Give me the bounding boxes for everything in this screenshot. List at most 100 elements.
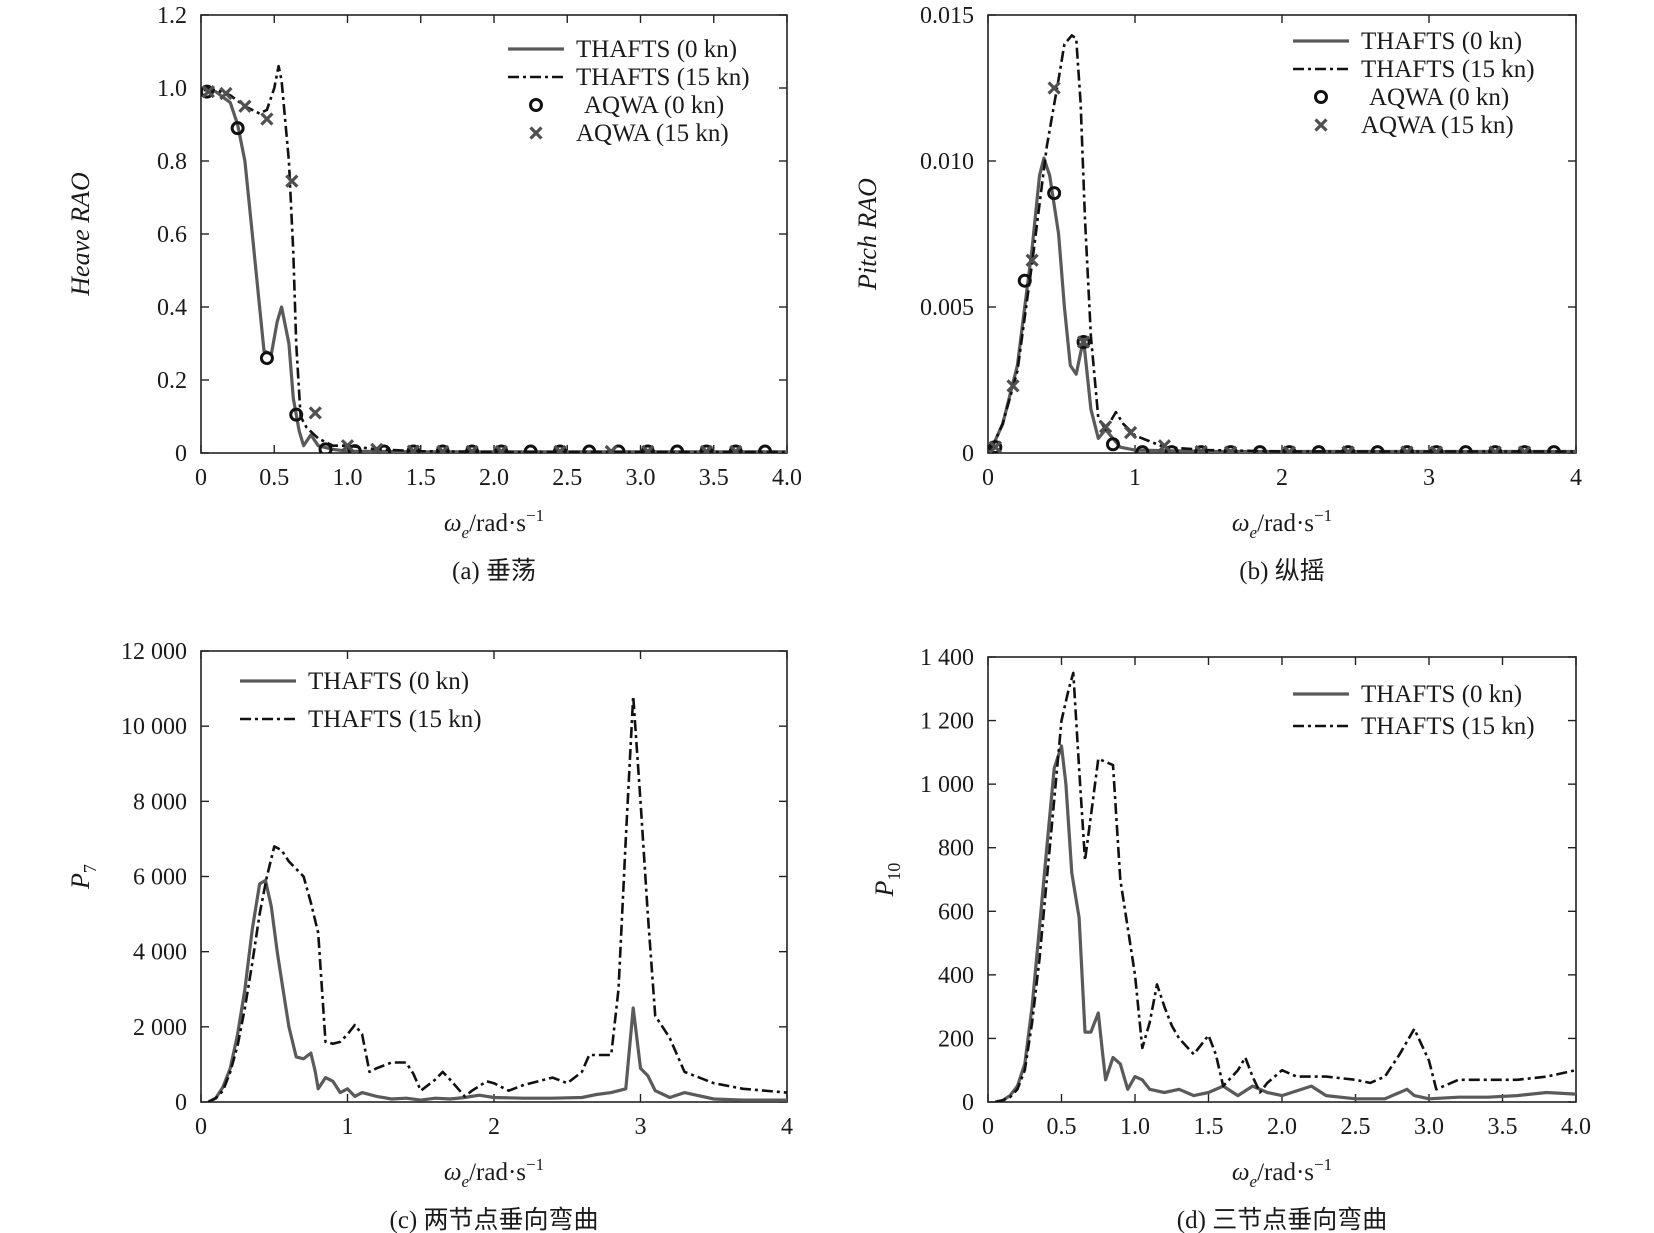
- data-marker: [1006, 379, 1020, 393]
- data-marker: [1025, 253, 1039, 267]
- data-marker: [1517, 445, 1532, 453]
- data-marker: [1252, 445, 1267, 453]
- data-marker: [758, 444, 773, 453]
- y-tick-label: 1 000: [920, 772, 974, 798]
- x-axis-label-omega: ω: [444, 510, 462, 537]
- x-axis-label-unit: /rad·s: [1257, 1159, 1314, 1186]
- legend-label: THAFTS (0 kn): [308, 668, 469, 695]
- data-marker: [494, 444, 508, 453]
- series-line: [207, 878, 787, 1102]
- legend-label: AQWA (15 kn): [576, 120, 729, 147]
- data-marker: [259, 351, 274, 366]
- x-tick-label: 0: [982, 1114, 994, 1140]
- series-0: [995, 744, 1576, 1102]
- chart-d: 0 0.5 1.0 1.5 2.0 2.5 3.0 3.5 4.0 0 200 400 600 800 1 …: [870, 645, 1591, 1233]
- x-axis-label: ωe/rad·s−1: [444, 506, 544, 542]
- y-axis-label: Heave RAO: [66, 172, 95, 297]
- data-marker: [1458, 445, 1473, 453]
- y-tick-label: 600: [938, 899, 974, 925]
- data-marker: [553, 444, 567, 453]
- x-axis-label-unit: /rad·s: [1257, 510, 1314, 537]
- data-marker: [1157, 439, 1172, 453]
- x-tick-label: 0: [982, 465, 994, 491]
- data-marker: [494, 444, 509, 453]
- data-marker: [289, 407, 304, 422]
- y-tick-label: 0: [175, 441, 187, 467]
- data-marker: [988, 440, 1003, 453]
- chart-caption: (a) 垂荡: [452, 557, 536, 585]
- x-tick-label: 3.5: [699, 465, 729, 491]
- data-marker: [1047, 186, 1062, 201]
- x-tick-label: 3.0: [1414, 1114, 1444, 1140]
- data-marker: [201, 85, 215, 99]
- legend: THAFTS (0 kn)THAFTS (15 kn)AQWA (0 kn)AQ…: [508, 36, 750, 147]
- x-tick-label: 2.5: [1341, 1114, 1371, 1140]
- y-tick-label: 2 000: [133, 1015, 187, 1041]
- data-marker: [1399, 445, 1414, 453]
- y-tick-label: 0.4: [157, 295, 187, 321]
- data-marker: [1429, 445, 1444, 453]
- data-marker: [641, 444, 655, 453]
- legend-label: AQWA (0 kn): [1369, 84, 1509, 111]
- data-marker: [285, 174, 299, 188]
- data-marker: [523, 444, 538, 453]
- series-line: [203, 88, 787, 453]
- series-line: [203, 64, 787, 453]
- chart-a: 0 0.5 1.0 1.5 2.0 2.5 3.0 3.5 4.0 0 0.2 0.4 0.6 0.8 1.…: [66, 3, 802, 585]
- data-marker: [699, 444, 714, 453]
- y-axis-label: P7: [66, 864, 100, 890]
- data-marker: [1341, 445, 1355, 453]
- x-tick-label: 4: [1570, 465, 1582, 491]
- chart-b: 0 1 2 3 4 0 0.005 0.010 0.015 ωe/rad·s−1 Pitch RAO…: [853, 3, 1582, 585]
- data-marker: [728, 444, 743, 453]
- x-tick-label: 4.0: [772, 465, 802, 491]
- data-marker: [1282, 445, 1296, 453]
- y-tick-label: 400: [938, 963, 974, 989]
- y-axis-label-main: Heave RAO: [66, 172, 95, 297]
- y-tick-label: 8 000: [133, 789, 187, 815]
- y-axis-label-main: P: [870, 880, 899, 897]
- chart-caption: (d) 三节点垂向弯曲: [1177, 1206, 1387, 1233]
- x-tick-label: 1: [1129, 465, 1141, 491]
- y-tick-label: 1 200: [920, 709, 974, 735]
- series-0: [203, 88, 787, 453]
- x-axis-label-unit: /rad·s: [469, 1159, 526, 1186]
- data-marker: [1223, 445, 1238, 453]
- data-marker: [406, 444, 421, 453]
- y-tick-label: 1.0: [157, 76, 187, 102]
- y-tick-label: 0.6: [157, 222, 187, 248]
- data-marker: [1076, 335, 1091, 349]
- y-tick-label: 4 000: [133, 940, 187, 966]
- data-marker: [1164, 445, 1179, 453]
- x-tick-label: 1: [342, 1114, 354, 1140]
- x-axis-label-sub: e: [1250, 1172, 1258, 1191]
- y-tick-label: 0: [962, 441, 974, 467]
- data-marker: [318, 442, 333, 453]
- data-marker: [465, 444, 479, 453]
- series-3: [201, 85, 743, 453]
- data-marker: [604, 444, 618, 453]
- y-tick-label: 0.8: [157, 149, 187, 175]
- y-tick-label: 0: [962, 1090, 974, 1116]
- x-axis-label-sub: e: [1250, 523, 1258, 542]
- y-tick-label: 0.010: [920, 149, 974, 175]
- data-marker: [406, 444, 421, 453]
- x-axis-label-omega: ω: [1232, 1159, 1250, 1186]
- data-marker: [1341, 445, 1356, 453]
- x-axis-label-sup: −1: [1314, 1155, 1332, 1174]
- data-marker: [1076, 335, 1091, 350]
- x-tick-label: 2.0: [479, 465, 509, 491]
- data-marker: [1194, 445, 1209, 453]
- series-2: [201, 84, 773, 453]
- x-tick-label: 4.0: [1561, 1114, 1591, 1140]
- data-marker: [1123, 425, 1138, 440]
- data-marker: [347, 444, 362, 453]
- data-marker: [552, 444, 567, 453]
- x-axis-label-sup: −1: [526, 1155, 544, 1174]
- chart-c: 0 1 2 3 4 0 2 000 4 000 6 000 8 000 10 000 12 000 ωe…: [66, 639, 793, 1233]
- x-tick-label: 3.5: [1488, 1114, 1518, 1140]
- y-tick-label: 6 000: [133, 865, 187, 891]
- legend-label: THAFTS (15 kn): [308, 706, 482, 733]
- data-marker: [1370, 445, 1385, 453]
